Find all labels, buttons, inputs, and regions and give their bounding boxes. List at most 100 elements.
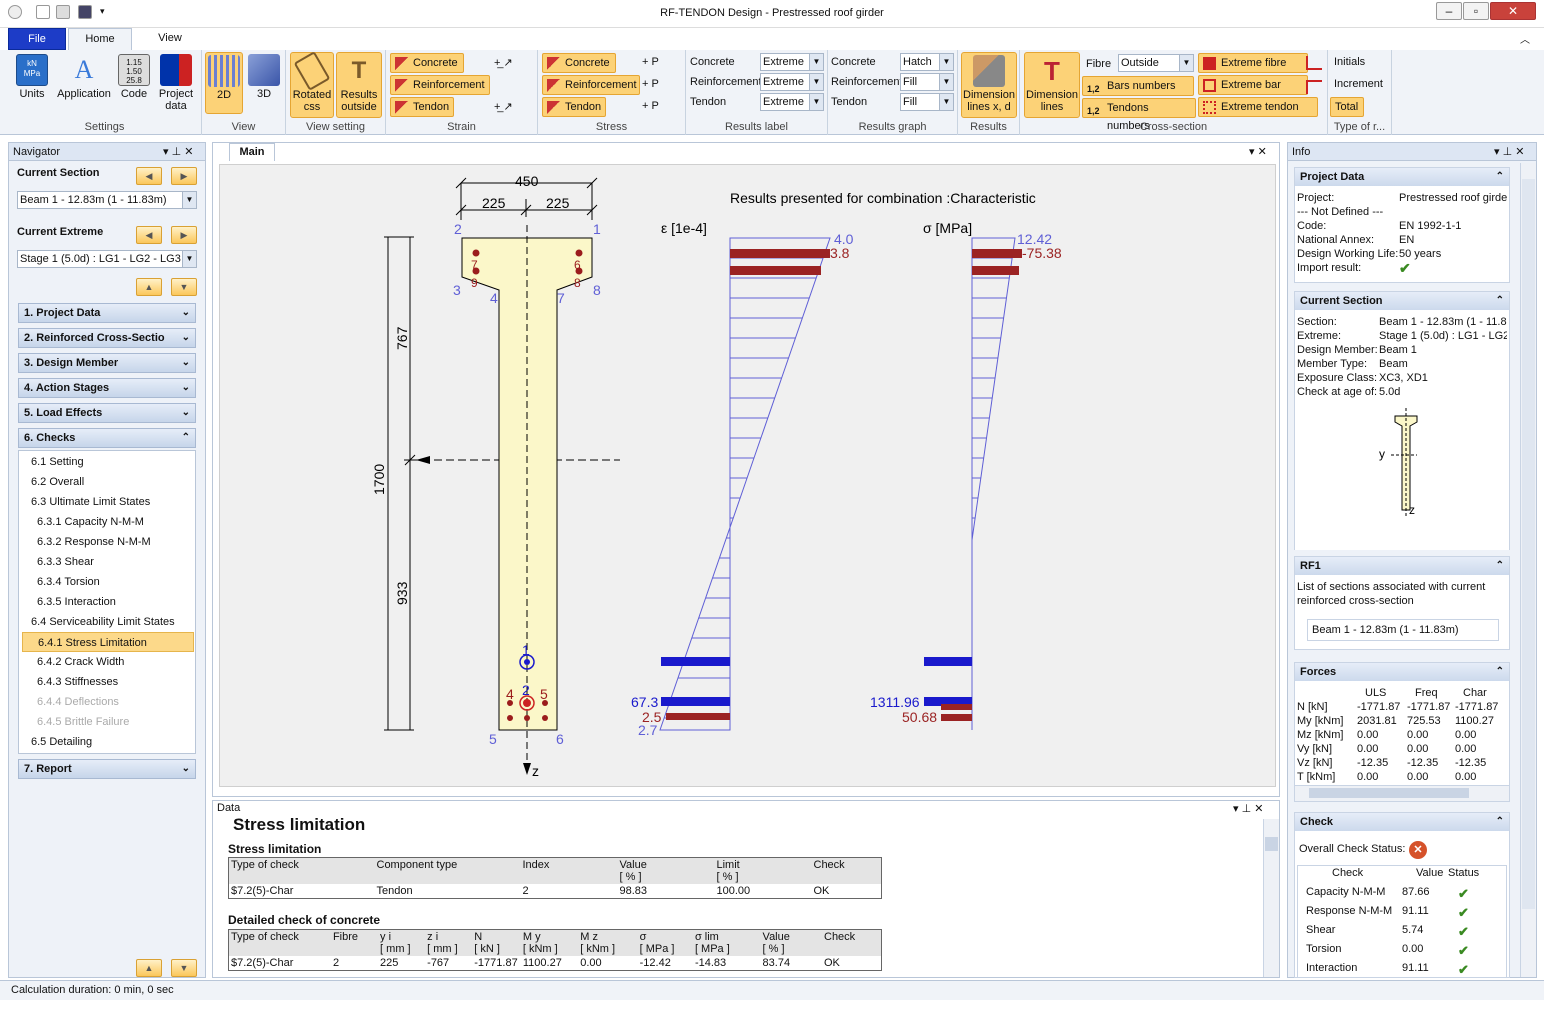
results-outside-button[interactable]: T Results outside <box>336 52 382 118</box>
svg-text:9: 9 <box>471 276 478 290</box>
stress-sign-toggle-2[interactable]: + P <box>642 78 659 90</box>
units-button[interactable]: kN MPa Units <box>12 52 52 100</box>
panel-pin-icon[interactable]: ▾ ⊥ ✕ <box>1494 146 1525 158</box>
data-scrollbar[interactable] <box>1263 819 1279 977</box>
app-icon[interactable] <box>8 5 22 19</box>
results-graph-reinforcement-select[interactable]: Fill ▼ <box>900 73 954 91</box>
nav-bottom-up-button[interactable]: ▲ <box>136 959 162 977</box>
open-icon[interactable] <box>56 5 70 19</box>
initials-option[interactable]: Initials <box>1334 56 1366 68</box>
strain-sign-toggle-1[interactable]: +̲ ↗ <box>494 57 513 69</box>
code-button[interactable]: 1.15 1.50 25.8 Code <box>116 52 152 100</box>
extreme-tendon-button[interactable]: Extreme tendon <box>1198 97 1318 117</box>
tab-main[interactable]: Main <box>229 143 275 161</box>
info-key: Member Type: <box>1297 358 1368 370</box>
nav-section-action-stages[interactable]: 4. Action Stages ⌄ <box>18 378 196 398</box>
nav-item-stress-limitation[interactable]: 6.4.1 Stress Limitation <box>22 632 194 652</box>
increment-option[interactable]: Increment <box>1334 78 1383 90</box>
strain-concrete-button[interactable]: Concrete <box>390 53 464 73</box>
nav-section-reinforced[interactable]: 2. Reinforced Cross-Sectio ⌄ <box>18 328 196 348</box>
main-panel-controls-icon[interactable]: ▾ ✕ <box>1249 146 1267 158</box>
extreme-fibre-button[interactable]: Extreme fibre <box>1198 53 1308 73</box>
rotated-css-button[interactable]: Rotated css <box>290 51 334 118</box>
results-graph-concrete-select[interactable]: Hatch ▼ <box>900 53 954 71</box>
strain-tendon-button[interactable]: Tendon <box>390 97 454 117</box>
nav-item-sls[interactable]: 6.4 Serviceability Limit States <box>31 616 175 628</box>
current-section-select[interactable]: Beam 1 - 12.83m (1 - 11.83m) ▼ <box>17 191 197 209</box>
3d-view-icon <box>248 54 280 86</box>
info-key: Exposure Class: <box>1297 372 1378 384</box>
tab-home[interactable]: Home <box>68 28 132 50</box>
checks-list <box>18 450 196 754</box>
fibre-select[interactable]: Outside ▼ <box>1118 54 1194 72</box>
forces-h-scrollbar[interactable] <box>1295 785 1509 801</box>
stress-tendon-button[interactable]: Tendon <box>542 97 606 117</box>
nav-down-button[interactable]: ▼ <box>171 278 197 296</box>
results-canvas[interactable]: 450 225 225 767 1700 933 z 2 1 3 4 7 8 5… <box>219 164 1276 787</box>
collapse-ribbon-icon[interactable]: ︿ <box>1520 35 1530 46</box>
maximize-button[interactable]: ▫ <box>1463 2 1489 20</box>
nav-section-checks[interactable]: 6. Checks ⌃ <box>18 428 196 448</box>
nav-section-report[interactable]: 7. Report ⌄ <box>18 759 196 779</box>
tendons-numbers-button[interactable]: 1,2 Tendons numbers <box>1082 98 1196 132</box>
prev-section-button[interactable]: ◀ <box>136 167 162 185</box>
nav-item-stiffnesses[interactable]: 6.4.3 Stiffnesses <box>37 676 119 688</box>
next-extreme-button[interactable]: ▶ <box>171 226 197 244</box>
nav-item-interaction[interactable]: 6.3.5 Interaction <box>37 596 116 608</box>
panel-pin-icon[interactable]: ▾ ⊥ ✕ <box>163 146 194 158</box>
nav-item-setting[interactable]: 6.1 Setting <box>31 456 84 468</box>
cs-dimension-lines-button[interactable]: T Dimension lines <box>1024 52 1080 118</box>
dimension-lines-xd-button[interactable]: Dimension lines x, d <box>961 52 1017 118</box>
nav-section-load-effects[interactable]: 5. Load Effects ⌄ <box>18 403 196 423</box>
data-panel-controls-icon[interactable]: ▾ ⊥ ✕ <box>1233 803 1264 815</box>
nav-item-shear[interactable]: 6.3.3 Shear <box>37 556 94 568</box>
nav-section-project-data[interactable]: 1. Project Data ⌄ <box>18 303 196 323</box>
axis-icon[interactable] <box>1306 56 1322 70</box>
nav-item-response[interactable]: 6.3.2 Response N-M-M <box>37 536 151 548</box>
axis-icon-2[interactable] <box>1306 80 1322 94</box>
results-label-reinforcement-select[interactable]: Extreme ▼ <box>760 73 824 91</box>
nav-section-design-member[interactable]: 3. Design Member ⌄ <box>18 353 196 373</box>
stress-reinforcement-button[interactable]: Reinforcement <box>542 75 640 95</box>
nav-item-overall[interactable]: 6.2 Overall <box>31 476 85 488</box>
rf1-section-item[interactable]: Beam 1 - 12.83m (1 - 11.83m) <box>1307 619 1499 641</box>
nav-item-detailing[interactable]: 6.5 Detailing <box>31 736 93 748</box>
stress-sign-toggle-3[interactable]: + P <box>642 100 659 112</box>
nav-item-torsion[interactable]: 6.3.4 Torsion <box>37 576 100 588</box>
next-section-button[interactable]: ▶ <box>171 167 197 185</box>
tab-file[interactable]: File <box>8 28 66 50</box>
info-scrollbar[interactable] <box>1520 163 1536 977</box>
nav-bottom-down-button[interactable]: ▼ <box>171 959 197 977</box>
minimize-button[interactable]: – <box>1436 2 1462 20</box>
3d-button[interactable]: 3D <box>246 52 282 100</box>
tab-view[interactable]: View <box>158 32 182 44</box>
save-icon[interactable] <box>78 5 92 19</box>
project-data-button[interactable]: Project data <box>154 52 198 112</box>
nav-up-button[interactable]: ▲ <box>136 278 162 296</box>
nav-item-crack-width[interactable]: 6.4.2 Crack Width <box>37 656 125 668</box>
results-label-concrete-select[interactable]: Extreme ▼ <box>760 53 824 71</box>
prev-extreme-button[interactable]: ◀ <box>136 226 162 244</box>
results-label-tendon-select[interactable]: Extreme ▼ <box>760 93 824 111</box>
current-extreme-select[interactable]: Stage 1 (5.0d) : LG1 - LG2 - LG3 ▼ <box>17 250 197 268</box>
results-graph-tendon-select[interactable]: Fill ▼ <box>900 93 954 111</box>
extreme-bar-button[interactable]: Extreme bar <box>1198 75 1308 95</box>
table-cell: Tendon <box>376 885 413 897</box>
close-window-button[interactable]: ✕ <box>1490 2 1536 20</box>
chevron-down-icon: ⌄ <box>181 382 190 393</box>
forces-cell: 0.00 <box>1407 743 1429 755</box>
nav-item-capacity[interactable]: 6.3.1 Capacity N-M-M <box>37 516 144 528</box>
nav-item-uls[interactable]: 6.3 Ultimate Limit States <box>31 496 151 508</box>
application-button[interactable]: A Application <box>57 55 111 100</box>
svg-text:1: 1 <box>593 221 601 237</box>
strain-sign-toggle-2[interactable]: +̲ ↗ <box>494 101 513 113</box>
bars-numbers-button[interactable]: 1,2 Bars numbers <box>1082 76 1194 96</box>
quick-access-dropdown-icon[interactable]: ▾ <box>100 6 105 16</box>
stress-sign-toggle-1[interactable]: + P <box>642 56 659 68</box>
tendon-1 <box>519 654 535 670</box>
2d-button[interactable]: 2D <box>205 52 243 114</box>
stress-concrete-button[interactable]: Concrete <box>542 53 616 73</box>
total-option[interactable]: Total <box>1330 97 1364 117</box>
new-file-icon[interactable] <box>36 5 50 19</box>
strain-reinforcement-button[interactable]: Reinforcement <box>390 75 490 95</box>
